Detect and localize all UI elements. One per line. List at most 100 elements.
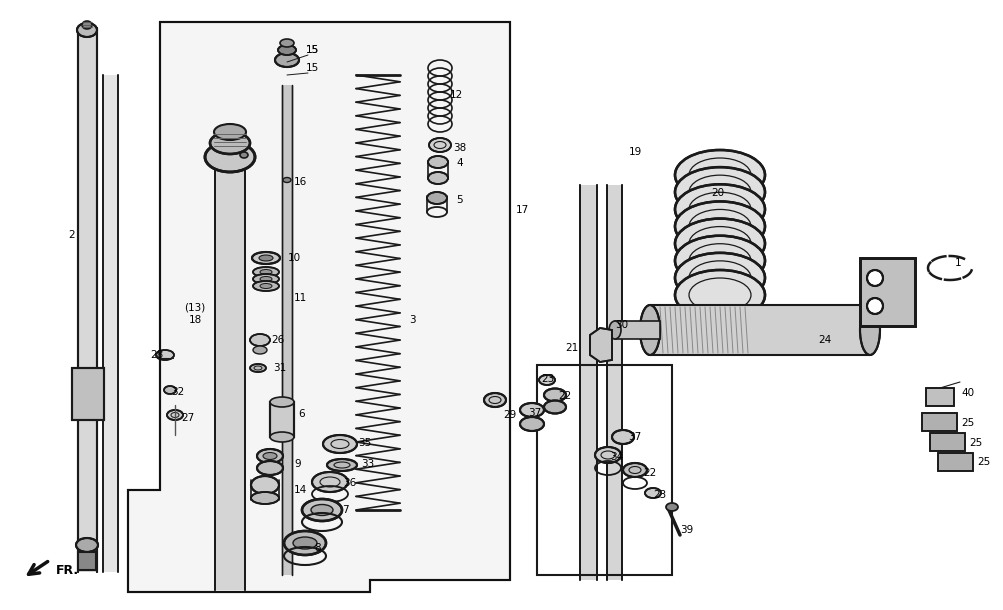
Text: 15: 15 [305, 45, 318, 55]
Text: 17: 17 [515, 205, 529, 215]
Ellipse shape [674, 218, 764, 268]
Ellipse shape [260, 276, 272, 281]
Bar [72, 368, 104, 420]
Ellipse shape [250, 334, 270, 346]
Ellipse shape [253, 346, 267, 354]
Bar [925, 388, 953, 406]
Text: 5: 5 [456, 195, 462, 205]
Text: 10: 10 [287, 253, 300, 263]
Bar [103, 75, 118, 572]
Text: 15: 15 [305, 45, 318, 55]
Ellipse shape [251, 492, 279, 504]
Ellipse shape [639, 305, 659, 355]
Ellipse shape [166, 410, 183, 420]
Bar [270, 402, 294, 437]
Ellipse shape [280, 39, 294, 47]
Text: 7: 7 [341, 505, 348, 515]
Ellipse shape [674, 253, 764, 303]
Ellipse shape [263, 453, 277, 459]
Ellipse shape [867, 298, 882, 314]
Ellipse shape [240, 152, 248, 158]
Ellipse shape [544, 401, 566, 414]
Ellipse shape [82, 554, 92, 562]
Ellipse shape [270, 432, 294, 442]
Ellipse shape [674, 270, 764, 320]
Ellipse shape [270, 397, 294, 407]
Bar [72, 368, 104, 420]
Text: 25: 25 [969, 438, 982, 448]
Ellipse shape [210, 132, 250, 154]
Bar [215, 165, 245, 590]
Text: 25: 25 [976, 457, 990, 467]
Ellipse shape [483, 393, 506, 407]
Ellipse shape [520, 403, 544, 417]
Ellipse shape [428, 138, 450, 152]
Ellipse shape [623, 463, 646, 477]
Ellipse shape [253, 267, 279, 277]
Ellipse shape [644, 488, 660, 498]
Ellipse shape [284, 531, 326, 555]
Text: 24: 24 [817, 335, 830, 345]
Ellipse shape [302, 499, 342, 521]
Ellipse shape [257, 461, 283, 475]
Ellipse shape [311, 504, 333, 515]
Bar [537, 365, 671, 575]
Ellipse shape [674, 201, 764, 251]
Ellipse shape [259, 255, 273, 261]
Text: 29: 29 [503, 410, 517, 420]
Text: 12: 12 [449, 90, 462, 100]
Bar [921, 413, 956, 431]
Ellipse shape [278, 45, 296, 55]
Ellipse shape [250, 364, 266, 372]
Ellipse shape [77, 23, 97, 37]
Text: 23: 23 [541, 374, 554, 384]
Ellipse shape [312, 472, 348, 492]
Ellipse shape [674, 235, 764, 285]
Ellipse shape [612, 430, 633, 444]
Ellipse shape [275, 53, 299, 67]
Text: 26: 26 [271, 335, 284, 345]
Text: 19: 19 [628, 147, 641, 157]
Text: 8: 8 [314, 543, 321, 553]
Text: 9: 9 [295, 459, 301, 469]
Text: 37: 37 [628, 432, 641, 442]
Polygon shape [127, 22, 510, 592]
Text: 1: 1 [954, 258, 960, 268]
Ellipse shape [595, 447, 621, 463]
Text: 38: 38 [453, 143, 466, 153]
Text: 3: 3 [408, 315, 415, 325]
Bar [929, 433, 964, 451]
Text: (13): (13) [185, 302, 206, 312]
Bar [580, 185, 597, 580]
Text: 16: 16 [293, 177, 306, 187]
Ellipse shape [253, 281, 279, 291]
Bar [270, 402, 294, 437]
Ellipse shape [539, 375, 555, 385]
Ellipse shape [155, 350, 174, 360]
Text: 27: 27 [182, 413, 195, 423]
Bar [937, 453, 972, 471]
Text: 22: 22 [558, 391, 571, 401]
Ellipse shape [860, 305, 879, 355]
Ellipse shape [293, 537, 317, 549]
Ellipse shape [163, 386, 176, 394]
Ellipse shape [427, 172, 447, 184]
Text: 22: 22 [643, 468, 656, 478]
Ellipse shape [609, 321, 621, 339]
Text: FR.: FR. [56, 564, 79, 576]
Ellipse shape [257, 449, 283, 463]
Ellipse shape [323, 435, 357, 453]
Text: 25: 25 [961, 418, 974, 428]
Bar [78, 552, 96, 570]
Ellipse shape [327, 459, 357, 471]
Ellipse shape [427, 156, 447, 168]
Ellipse shape [252, 252, 280, 264]
Bar [925, 388, 953, 406]
Text: 20: 20 [711, 188, 724, 198]
Ellipse shape [426, 192, 446, 204]
Polygon shape [590, 328, 612, 362]
Text: 34: 34 [610, 452, 623, 462]
Text: 37: 37 [528, 408, 541, 418]
Ellipse shape [674, 167, 764, 217]
Ellipse shape [283, 178, 291, 182]
